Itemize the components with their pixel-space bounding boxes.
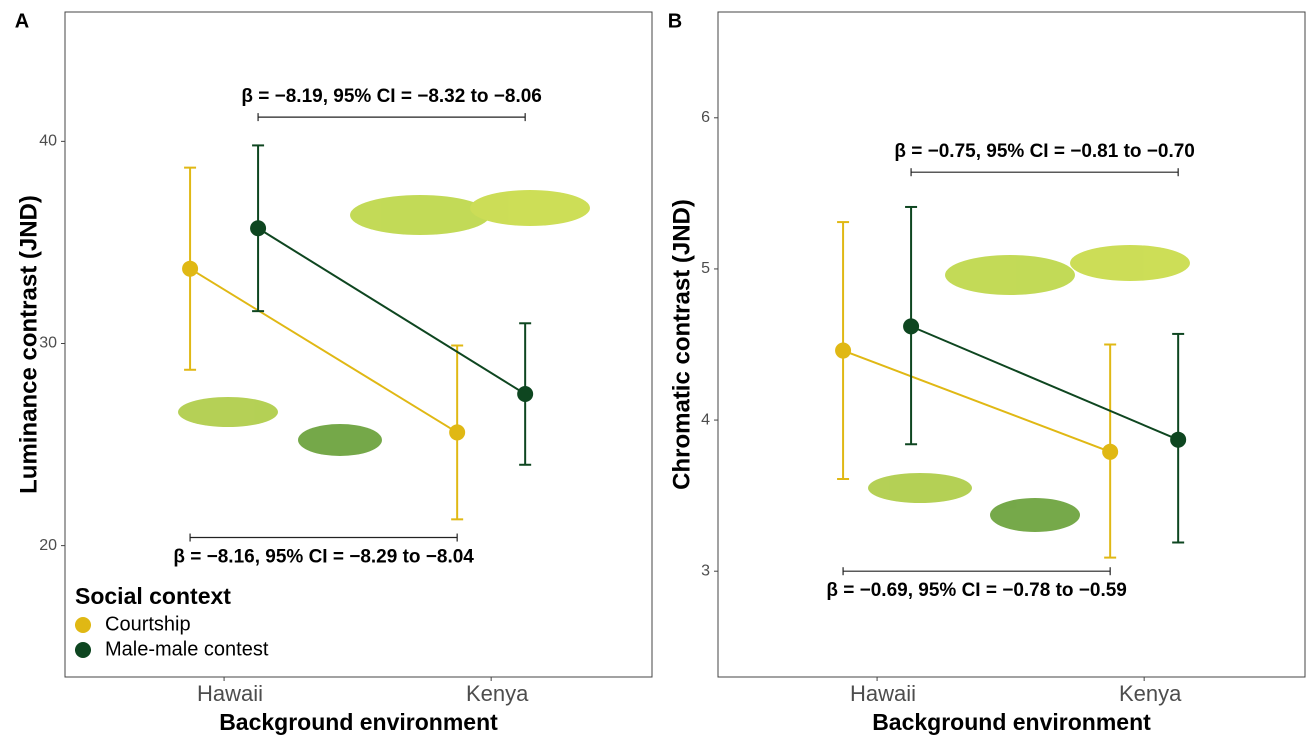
y-tick-label: 6 (701, 109, 710, 126)
legend-title: Social context (75, 583, 231, 609)
annotation: β = −8.16, 95% CI = −8.29 to −8.04 (173, 547, 474, 568)
panel-label: A (15, 10, 29, 32)
annotation: β = −8.19, 95% CI = −8.32 to −8.06 (241, 86, 541, 107)
point (1170, 431, 1187, 448)
x-axis-title: Background environment (219, 709, 498, 735)
x-tick-label: Kenya (1119, 681, 1182, 706)
legend-key (75, 642, 91, 658)
chameleon-image (945, 255, 1075, 295)
annotation: β = −0.69, 95% CI = −0.78 to −0.59 (826, 580, 1126, 601)
chameleon-image (298, 424, 382, 456)
chameleon-image (178, 397, 278, 427)
series-line (257, 227, 526, 395)
y-tick-label: 40 (39, 133, 57, 150)
chameleon-image (868, 473, 972, 503)
point (517, 386, 534, 403)
chameleon-image (350, 195, 490, 235)
chameleon-image (990, 498, 1080, 532)
point (835, 342, 852, 359)
series-line (189, 267, 458, 434)
point (1102, 443, 1119, 460)
annotation: β = −0.75, 95% CI = −0.81 to −0.70 (894, 141, 1194, 162)
point (449, 424, 466, 441)
y-tick-label: 3 (701, 562, 710, 579)
x-tick-label: Hawaii (197, 681, 263, 706)
panel-label: B (668, 10, 682, 32)
chameleon-image (470, 190, 590, 226)
decoration (178, 190, 1190, 532)
legend-label: Male-male contest (105, 638, 269, 660)
y-tick-label: 20 (39, 537, 57, 554)
x-tick-label: Kenya (466, 681, 529, 706)
y-tick-label: 5 (701, 260, 710, 277)
plot-frame (64, 11, 653, 678)
point (182, 260, 199, 277)
series-line (842, 349, 1111, 453)
chameleon-image (1070, 245, 1190, 281)
x-axis-title: Background environment (872, 709, 1151, 735)
y-axis-title: Chromatic contrast (JND) (668, 199, 695, 490)
plot-frame (717, 11, 1306, 678)
point (903, 318, 920, 335)
legend-key (75, 617, 91, 633)
y-tick-label: 4 (701, 411, 710, 428)
x-tick-label: Hawaii (850, 681, 916, 706)
legend-label: Courtship (105, 613, 191, 635)
y-tick-label: 30 (39, 335, 57, 352)
y-axis-title: Luminance contrast (JND) (15, 195, 42, 494)
series-line (910, 325, 1179, 441)
point (250, 220, 267, 237)
